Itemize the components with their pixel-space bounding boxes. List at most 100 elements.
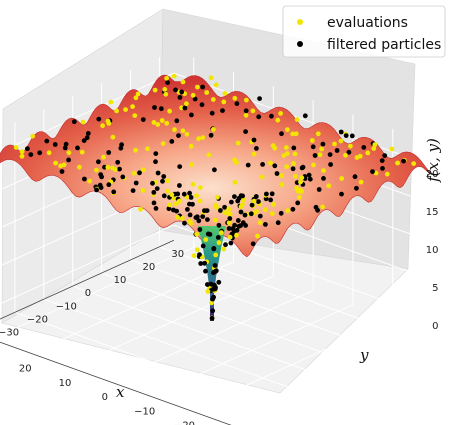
scatter-point (155, 122, 161, 127)
legend-label-evaluations: evaluations (327, 15, 408, 31)
scatter-point (205, 289, 211, 294)
scatter-point (213, 269, 218, 274)
z-tick-label: 5 (432, 283, 438, 294)
floor-gridline-y (130, 259, 410, 361)
scatter-point (320, 141, 326, 147)
scatter-point (401, 158, 406, 164)
scatter-point (98, 172, 104, 178)
scatter-point (160, 141, 166, 147)
scatter-point (320, 204, 325, 210)
scatter-point (248, 211, 254, 217)
scatter-point (110, 134, 116, 140)
scatter-point (339, 176, 345, 181)
scatter-point (175, 214, 181, 220)
scatter-point (243, 129, 249, 135)
scatter-point (216, 222, 222, 228)
scatter-point (153, 206, 159, 211)
scatter-point (98, 185, 104, 191)
scatter-point (242, 212, 248, 218)
scatter-point (343, 152, 348, 158)
scatter-point (365, 150, 371, 156)
scatter-point (210, 97, 216, 102)
scatter-point (145, 146, 150, 152)
scatter-point (222, 210, 228, 215)
scatter-point (133, 180, 139, 186)
scatter-point (106, 121, 112, 126)
scatter-point (200, 214, 206, 220)
scatter-point (291, 161, 296, 166)
scatter-point (290, 166, 296, 172)
scatter-point (167, 202, 173, 208)
scatter-point (227, 234, 233, 240)
scatter-point (269, 113, 274, 119)
scatter-point (298, 179, 303, 185)
scatter-point (205, 217, 210, 223)
scatter-point (177, 95, 183, 100)
scatter-point (25, 146, 30, 152)
scatter-point (293, 131, 299, 137)
scatter-point (372, 142, 378, 148)
floor-gridline-x (0, 246, 194, 336)
scatter-point (263, 222, 268, 227)
scatter-point (221, 99, 227, 105)
scatter-point (279, 182, 285, 188)
scatter-point (66, 150, 72, 156)
scatter-point (269, 191, 275, 197)
scatter-point (182, 105, 188, 111)
scatter-point (180, 79, 186, 85)
scatter-point (249, 202, 255, 208)
scatter-point (46, 150, 52, 156)
scatter-point (164, 120, 170, 126)
scatter-point (251, 151, 257, 157)
scatter-point (71, 119, 77, 125)
scatter-point (379, 158, 385, 164)
scatter-point (211, 294, 217, 300)
scatter-point (192, 96, 198, 102)
y-tick-label: −20 (27, 314, 48, 325)
scatter-point (160, 178, 165, 184)
scatter-point (312, 153, 318, 158)
y-tick-label: 30 (171, 249, 184, 260)
scatter-point (294, 117, 300, 122)
scatter-point (275, 117, 281, 123)
scatter-point (232, 194, 237, 200)
scatter-point (190, 201, 195, 207)
scatter-point (220, 108, 225, 113)
scatter-point (181, 191, 187, 197)
scatter-point (187, 218, 193, 224)
scatter-point (278, 210, 284, 216)
scatter-point (106, 150, 112, 155)
scatter-point (243, 108, 249, 114)
scatter-point (199, 102, 205, 108)
scatter-point (153, 159, 158, 165)
scatter-point (250, 241, 256, 247)
scatter-point (135, 91, 141, 97)
scatter-point (382, 153, 388, 159)
scatter-point (66, 157, 71, 163)
scatter-point (163, 91, 169, 97)
scatter-point (259, 174, 265, 180)
scatter-point (238, 209, 244, 215)
scatter-point (150, 180, 155, 186)
scatter-point (151, 190, 157, 195)
scatter-point (200, 243, 206, 249)
scatter-point (75, 145, 80, 151)
scatter-point (130, 188, 136, 194)
scatter-point (133, 147, 139, 153)
scatter-point (154, 186, 160, 192)
scatter-point (171, 207, 176, 213)
scatter-point (161, 193, 167, 199)
scatter-point (184, 101, 189, 107)
scatter-point (211, 246, 217, 252)
scatter-point (130, 104, 136, 109)
scatter-point (84, 135, 90, 141)
scatter-point (255, 233, 260, 239)
scatter-point (200, 84, 206, 90)
x-axis-label: x (116, 383, 125, 401)
scatter-point (187, 212, 193, 218)
scatter-point (380, 166, 385, 171)
scatter-point (185, 207, 190, 212)
scatter-point (189, 162, 195, 168)
